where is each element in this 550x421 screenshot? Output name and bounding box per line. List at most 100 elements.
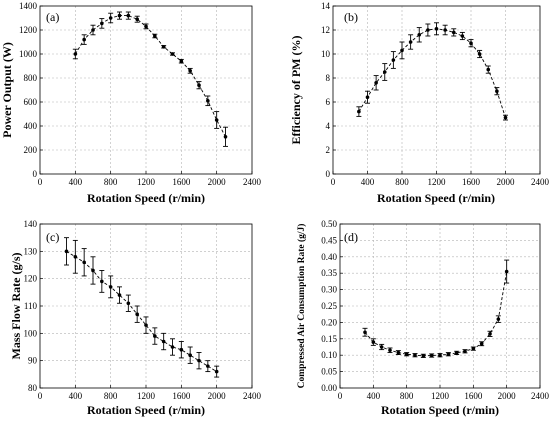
panel-a-data-point bbox=[197, 83, 201, 87]
panel-b-data-point bbox=[391, 58, 396, 62]
panel-c-y-tick-label: 120 bbox=[24, 274, 38, 284]
panel-c-data bbox=[64, 237, 220, 378]
panel-b-x-tick-label: 1600 bbox=[462, 177, 481, 187]
panel-b-x-tick-label: 1200 bbox=[428, 177, 447, 187]
panel-b-y-tick-label: 10 bbox=[321, 49, 331, 59]
panel-c-data-point bbox=[117, 293, 122, 297]
panel-a-data-point bbox=[214, 118, 219, 122]
panel-c-data-point bbox=[144, 323, 148, 327]
panel-d-x-tick-label: 1200 bbox=[431, 391, 450, 401]
panel-a-data-point bbox=[223, 135, 228, 139]
panel-a-data-point bbox=[170, 52, 175, 56]
panel-b-y-axis-title: Efficiency of PM (%) bbox=[289, 36, 303, 145]
panel-d-data-point bbox=[404, 352, 409, 357]
panel-b-data-point bbox=[417, 33, 422, 37]
panel-a-y-tick-label: 0 bbox=[33, 169, 38, 179]
panel-b-grid bbox=[333, 6, 540, 174]
panel-a-data bbox=[72, 11, 228, 147]
panel-a-power-output: 0 400 800 1200 1600 2000 2400 0 200 400 600 800 1000… bbox=[0, 1, 262, 205]
panel-b-y-tick-label: 8 bbox=[326, 73, 331, 83]
panel-b-tag: (b) bbox=[344, 10, 358, 24]
panel-c-x-tick-label: 1200 bbox=[137, 391, 156, 401]
panel-c-x-tick-label: 0 bbox=[38, 391, 43, 401]
panel-d-data-point bbox=[504, 269, 509, 274]
panel-a-data-point bbox=[153, 34, 157, 38]
panel-a-x-tick-label: 0 bbox=[38, 177, 43, 187]
panel-b-data-point bbox=[365, 95, 370, 99]
panel-c-x-tick-label: 2400 bbox=[243, 391, 262, 401]
panel-b-data-point bbox=[460, 34, 465, 38]
panel-d-y-axis-title: Compressed Air Consumption Rate (g/J) bbox=[296, 224, 307, 389]
panel-a-ticks: 0 400 800 1200 1600 2000 2400 0 200 400 600 800 1000… bbox=[19, 1, 262, 187]
panel-b-data-point bbox=[469, 41, 473, 45]
panel-c-y-tick-label: 110 bbox=[24, 301, 38, 311]
panel-d-x-tick-label: 2400 bbox=[531, 391, 550, 401]
panel-d-y-tick-label: 0.20 bbox=[321, 317, 337, 327]
panel-c-data-point bbox=[126, 301, 131, 306]
panel-a-data-point bbox=[135, 17, 139, 22]
panel-b-data-point bbox=[374, 81, 378, 85]
panel-a-y-tick-label: 1200 bbox=[19, 25, 38, 35]
panel-a-x-tick-label: 2000 bbox=[208, 177, 227, 187]
panel-c-data-point bbox=[100, 279, 104, 284]
panel-c-y-axis-title: Mass Flow Rate (g/s) bbox=[9, 253, 23, 360]
panel-b-trend-curve bbox=[358, 28, 506, 118]
panel-a-data-point bbox=[108, 16, 113, 20]
panel-d-y-tick-label: 0.15 bbox=[321, 334, 337, 344]
panel-c-y-tick-label: 90 bbox=[28, 356, 38, 366]
panel-d-x-tick-label: 0 bbox=[338, 391, 343, 401]
panel-d-y-tick-label: 0.40 bbox=[321, 252, 337, 262]
panel-b-data-point bbox=[503, 115, 508, 120]
panel-b-y-tick-label: 6 bbox=[326, 97, 331, 107]
panel-d-data-point bbox=[396, 350, 401, 355]
panel-d-y-tick-label: 0.45 bbox=[321, 235, 337, 245]
panel-b-data bbox=[356, 22, 508, 121]
panel-a-x-tick-label: 1600 bbox=[172, 177, 191, 187]
panel-d-data-point bbox=[479, 341, 484, 346]
panel-c-ticks: 0 400 800 1200 1600 2000 2400 80 90 100 110 120 130 1… bbox=[24, 219, 262, 401]
panel-a-trend-curve bbox=[74, 15, 226, 138]
panel-b-y-tick-label: 14 bbox=[321, 1, 331, 11]
panel-d-data-point bbox=[471, 346, 476, 351]
panel-c-data-point bbox=[161, 339, 166, 344]
panel-b-y-tick-label: 12 bbox=[321, 25, 330, 35]
panel-d-data-point bbox=[379, 345, 384, 349]
panel-d-data-point bbox=[446, 352, 451, 357]
panel-d-data-point bbox=[438, 353, 442, 358]
panel-a-data-point bbox=[100, 21, 104, 26]
panel-c-grid bbox=[40, 224, 252, 388]
panel-c-data-point bbox=[108, 285, 113, 289]
panel-a-data-point bbox=[179, 59, 184, 63]
panel-d-x-axis-title: Rotation Speed (r/min) bbox=[381, 403, 499, 417]
panel-b-ticks: 0 400 800 1200 1600 2000 2400 0 2 4 6 8 10 12 14 bbox=[321, 1, 550, 187]
panel-a-data-point bbox=[91, 28, 95, 32]
panel-d-y-tick-label: 0.35 bbox=[321, 268, 337, 278]
panel-b-data-point bbox=[451, 30, 456, 35]
panel-a-data-point bbox=[161, 45, 166, 49]
panel-d-ticks: 0 400 800 1200 1600 2000 2400 0.00 0.05 0.10 0.15 0… bbox=[321, 219, 549, 401]
panel-c-data-point bbox=[135, 312, 139, 317]
panel-a-y-tick-label: 800 bbox=[24, 73, 38, 83]
panel-b-x-tick-label: 400 bbox=[361, 177, 375, 187]
panel-a-x-axis-title: Rotation Speed (r/min) bbox=[87, 191, 205, 205]
panel-c-data-point bbox=[82, 260, 86, 265]
panel-a-x-tick-label: 800 bbox=[104, 177, 118, 187]
panel-b-data-point bbox=[443, 28, 447, 32]
panel-d-data-point bbox=[363, 330, 367, 335]
panel-c-x-axis-title: Rotation Speed (r/min) bbox=[87, 403, 205, 417]
panel-d-x-tick-label: 2000 bbox=[498, 391, 517, 401]
panel-d-y-tick-label: 0.50 bbox=[321, 219, 337, 229]
panel-c-data-point bbox=[91, 268, 95, 273]
panel-d-tag: (d) bbox=[344, 230, 358, 244]
panel-b-y-tick-label: 2 bbox=[326, 145, 331, 155]
panel-a-data-point bbox=[117, 13, 122, 18]
panel-c-data-point bbox=[206, 364, 210, 368]
panel-d-data-point bbox=[496, 317, 501, 321]
panel-c-data-point bbox=[188, 353, 192, 358]
panel-a-data-point bbox=[82, 37, 86, 42]
panel-a-y-tick-label: 1000 bbox=[19, 49, 38, 59]
panel-d-grid bbox=[340, 224, 540, 388]
panel-b-x-tick-label: 2400 bbox=[531, 177, 550, 187]
panel-c-data-point bbox=[170, 345, 175, 349]
